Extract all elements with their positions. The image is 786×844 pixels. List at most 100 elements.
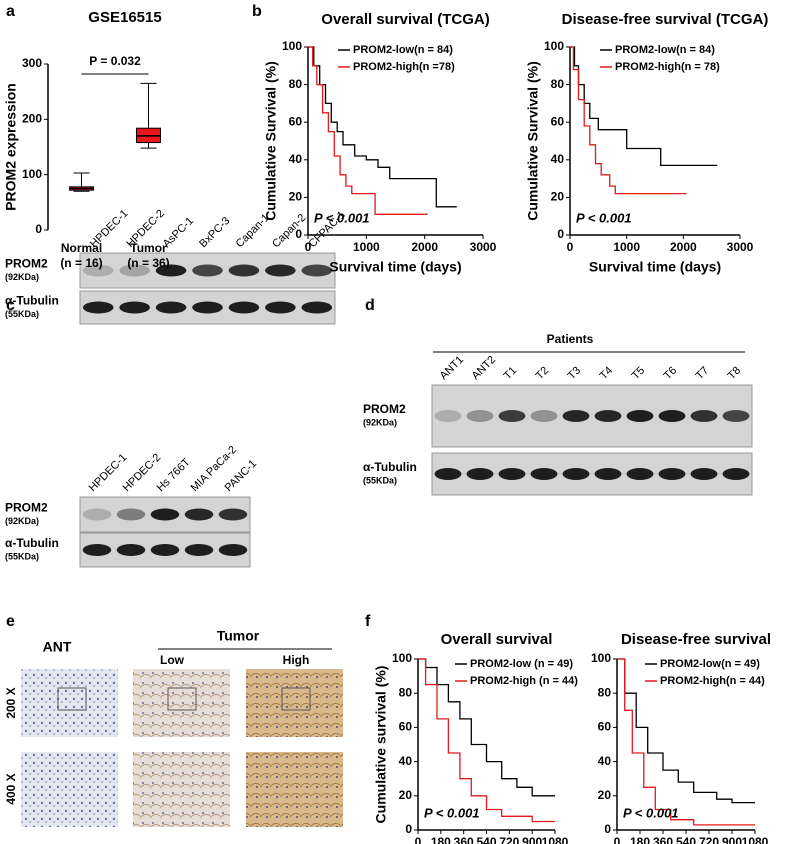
lane-label: T2	[534, 365, 552, 383]
blot-band	[184, 508, 214, 521]
blot-band	[82, 264, 114, 277]
blot-band	[218, 544, 248, 556]
y-tick-label: 200	[22, 112, 42, 126]
blot-band	[218, 508, 248, 521]
blot-band	[530, 410, 558, 422]
legend-label: PROM2-low(n = 49)	[660, 658, 760, 670]
x-tick-label: 720	[699, 835, 719, 844]
blot-band	[658, 468, 686, 480]
x-tick-label: 1080	[542, 835, 569, 844]
chart-title: Overall survival (TCGA)	[321, 11, 489, 28]
legend-label: PROM2-low(n = 84)	[615, 44, 715, 56]
blot-band	[155, 301, 187, 314]
row-label: α-Tubulin	[363, 460, 417, 474]
y-tick-label: 100	[282, 39, 302, 53]
chart-title: Disease-free survival	[621, 631, 771, 648]
ihc-inset	[281, 687, 311, 711]
y-tick-label: 0	[604, 822, 611, 836]
x-tick-label: 0	[614, 835, 621, 844]
panel-label: d	[365, 297, 375, 314]
survival-curve	[617, 658, 755, 804]
chart-title: Overall survival	[441, 631, 553, 648]
y-tick-label: 20	[551, 190, 565, 204]
y-tick-label: 100	[544, 39, 564, 53]
row-label: α-Tubulin	[5, 294, 59, 308]
y-tick-label: 20	[289, 190, 303, 204]
lane-label: ANT1	[438, 354, 466, 382]
x-tick-label: 1000	[353, 240, 380, 254]
blot-band	[690, 410, 718, 422]
y-tick-label: 80	[551, 77, 565, 91]
row-label: α-Tubulin	[5, 536, 59, 550]
x-tick-label: Tumor	[130, 241, 167, 255]
ihc-image	[246, 752, 343, 827]
ihc-ant-label: ANT	[43, 639, 72, 655]
lane-label: PANC-1	[223, 458, 259, 494]
blot-band	[155, 264, 187, 277]
blot-band	[192, 264, 223, 277]
y-tick-label: 40	[289, 152, 303, 166]
y-tick-label: 100	[22, 167, 42, 181]
blot-band	[626, 410, 654, 422]
x-tick-label: 360	[454, 835, 474, 844]
blot-band	[116, 508, 146, 521]
lane-label: T1	[502, 365, 520, 383]
lane-label: T6	[662, 365, 680, 383]
blot-band	[562, 410, 590, 422]
x-tick-label: 1000	[613, 240, 640, 254]
y-tick-label: 0	[557, 227, 564, 241]
ihc-tumor-label: Tumor	[217, 628, 260, 644]
ihc-high-label: High	[283, 653, 310, 667]
ihc-image	[133, 752, 230, 827]
legend-label: PROM2-high(n = 44)	[660, 675, 765, 687]
x-tick-label: 900	[522, 835, 542, 844]
y-tick-label: 100	[591, 651, 611, 665]
blot-band	[626, 468, 654, 480]
lane-label: BxPC-3	[197, 215, 232, 250]
blot-band	[722, 468, 750, 480]
blot-band	[466, 410, 494, 422]
lane-label: T5	[630, 365, 648, 383]
legend-label: PROM2-high (n = 44)	[470, 675, 578, 687]
x-tick-label: 3000	[727, 240, 754, 254]
blot-band	[466, 468, 494, 480]
blot-band	[265, 264, 296, 277]
y-tick-label: 80	[598, 685, 612, 699]
blot-band	[116, 544, 146, 556]
y-tick-label: 60	[598, 720, 612, 734]
blot-band	[82, 301, 114, 314]
y-tick-label: 0	[295, 227, 302, 241]
blot-band	[150, 508, 180, 521]
x-tick-label: 720	[499, 835, 519, 844]
y-tick-label: 40	[399, 754, 413, 768]
lane-label: T3	[566, 365, 584, 383]
x-tick-label: 540	[676, 835, 696, 844]
y-axis-label: Cumulative survival (%)	[373, 666, 389, 824]
annotation: P = 0.032	[89, 54, 141, 68]
panel-label: f	[365, 613, 371, 630]
blot-band	[301, 301, 333, 314]
survival-curve	[418, 658, 555, 823]
ihc-inset	[57, 687, 87, 711]
blot-band	[434, 468, 462, 480]
x-tick-label: 540	[476, 835, 496, 844]
blot-band	[228, 264, 260, 277]
y-tick-label: 20	[598, 788, 612, 802]
ihc-image	[133, 669, 230, 737]
blot-band	[265, 301, 296, 314]
blot-band	[594, 410, 622, 422]
x-tick-label: 0	[567, 240, 574, 254]
ihc-panel: ANT Tumor Low High 200 X 400 X	[4, 628, 343, 827]
y-tick-label: 80	[289, 77, 303, 91]
row-size: (55KDa)	[363, 475, 397, 485]
blot-band	[301, 264, 333, 277]
row-label: PROM2	[5, 501, 48, 515]
blot-band	[530, 468, 558, 480]
legend-label: PROM2-low(n = 84)	[353, 44, 453, 56]
row-size: (92KDa)	[5, 272, 39, 282]
survival-curve	[570, 46, 687, 195]
ihc-image	[21, 669, 118, 737]
x-tick-label: 2000	[411, 240, 438, 254]
x-tick-label: 1080	[742, 835, 769, 844]
ihc-image	[246, 669, 343, 737]
